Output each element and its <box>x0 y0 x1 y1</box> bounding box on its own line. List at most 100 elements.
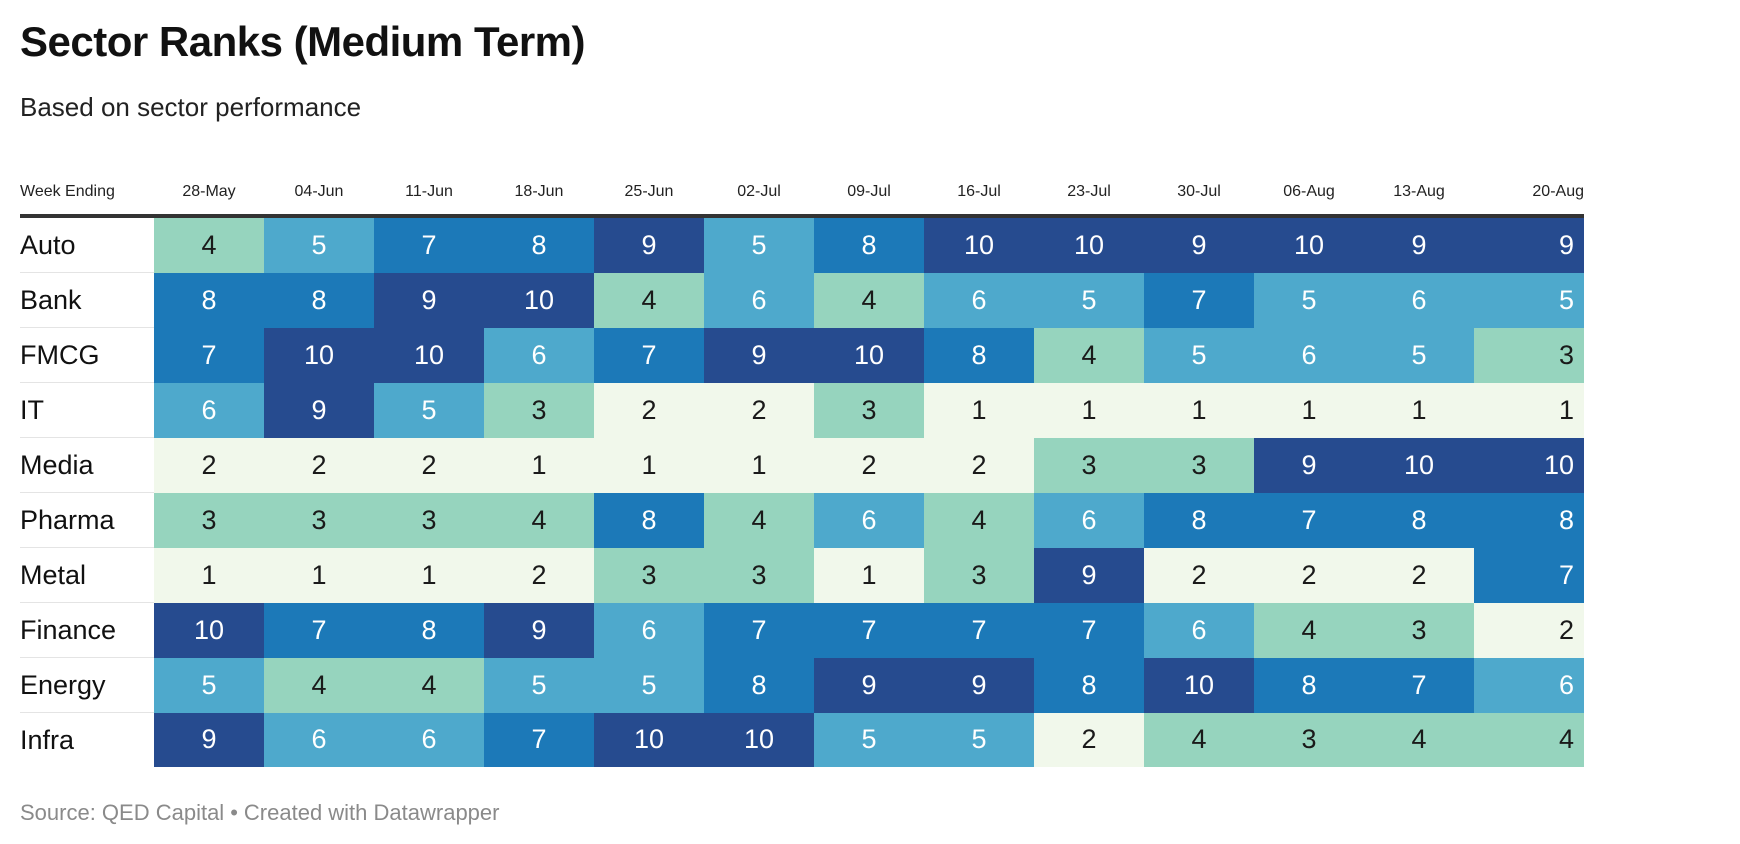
heatmap-cell: 10 <box>1254 216 1364 273</box>
heatmap-cell: 10 <box>264 327 374 383</box>
column-header: 11-Jun <box>405 183 453 200</box>
heatmap-cell: 4 <box>484 492 594 548</box>
heatmap-cell: 6 <box>814 492 924 548</box>
heatmap-cell: 8 <box>484 216 594 273</box>
heatmap-cell: 5 <box>814 712 924 767</box>
heatmap-cell: 6 <box>704 272 814 328</box>
heatmap-body: Auto 4 5 7 8 9 5 8 10 10 9 10 9 9 Bank 8 8 9 10 4 6 4 6 5 7 5 6 5 FM… <box>20 216 1584 767</box>
heatmap-cell: 10 <box>374 327 484 383</box>
row-header-label: Week Ending <box>20 183 115 200</box>
heatmap-cell: 3 <box>1144 437 1254 493</box>
column-header: 18-Jun <box>514 183 564 200</box>
heatmap-cell: 1 <box>704 437 814 493</box>
row-label: IT <box>20 382 154 438</box>
row-label: Pharma <box>20 492 154 548</box>
heatmap-cell: 3 <box>484 382 594 438</box>
heatmap-cell: 9 <box>594 216 704 273</box>
chart-footer: Source: QED Capital • Created with Datawra… <box>20 800 499 826</box>
chart-title: Sector Ranks (Medium Term) <box>20 18 586 65</box>
heatmap-cell: 5 <box>1474 272 1584 328</box>
column-header: 06-Aug <box>1283 183 1335 200</box>
chart-subtitle: Based on sector performance <box>20 92 362 122</box>
heatmap-cell: 2 <box>594 382 704 438</box>
heatmap-cell: 1 <box>1034 382 1144 438</box>
heatmap-cell: 1 <box>374 547 484 603</box>
credit-note: Created with Datawrapper <box>243 800 500 825</box>
heatmap-cell: 3 <box>154 492 264 548</box>
heatmap-cell: 8 <box>1254 657 1364 713</box>
heatmap-cell: 6 <box>1144 602 1254 658</box>
heatmap-cell: 8 <box>1364 492 1474 548</box>
heatmap-cell: 10 <box>1034 216 1144 273</box>
heatmap-cell: 7 <box>1144 272 1254 328</box>
column-header: 25-Jun <box>624 183 674 200</box>
heatmap-cell: 2 <box>704 382 814 438</box>
heatmap-cell: 2 <box>814 437 924 493</box>
heatmap-cell: 2 <box>1364 547 1474 603</box>
heatmap-cell: 7 <box>1034 602 1144 658</box>
heatmap-cell: 9 <box>814 657 924 713</box>
heatmap-cell: 1 <box>924 382 1034 438</box>
heatmap-cell: 6 <box>1034 492 1144 548</box>
footer-separator: • <box>230 800 238 825</box>
source-note: Source: QED Capital <box>20 800 225 825</box>
heatmap-cell: 6 <box>1254 327 1364 383</box>
heatmap-cell: 7 <box>154 327 264 383</box>
heatmap-cell: 10 <box>924 216 1034 273</box>
heatmap-cell: 6 <box>594 602 704 658</box>
heatmap-cell: 5 <box>924 712 1034 767</box>
heatmap-cell: 6 <box>154 382 264 438</box>
table-row: Metal 1 1 1 2 3 3 1 3 9 2 2 2 7 <box>20 547 1584 603</box>
heatmap-cell: 7 <box>594 327 704 383</box>
heatmap-cell: 5 <box>704 216 814 273</box>
heatmap-cell: 6 <box>264 712 374 767</box>
sector-rank-heatmap: Week Ending 28-May 04-Jun 11-Jun 18-Jun 25-J… <box>20 170 1584 767</box>
column-header: 02-Jul <box>737 183 781 200</box>
heatmap-cell: 6 <box>1364 272 1474 328</box>
column-header: 04-Jun <box>294 183 344 200</box>
row-label: Finance <box>20 602 154 658</box>
heatmap-cell: 7 <box>924 602 1034 658</box>
heatmap-cell: 3 <box>814 382 924 438</box>
column-header-row: Week Ending 28-May 04-Jun 11-Jun 18-Jun 25-J… <box>20 170 1584 216</box>
heatmap-cell: 5 <box>1144 327 1254 383</box>
heatmap-cell: 4 <box>1144 712 1254 767</box>
heatmap-cell: 1 <box>484 437 594 493</box>
heatmap-cell: 2 <box>264 437 374 493</box>
heatmap-cell: 5 <box>594 657 704 713</box>
heatmap-cell: 9 <box>1144 216 1254 273</box>
heatmap-cell: 7 <box>814 602 924 658</box>
heatmap-cell: 6 <box>484 327 594 383</box>
heatmap-cell: 9 <box>1364 216 1474 273</box>
heatmap-cell: 3 <box>1254 712 1364 767</box>
heatmap-cell: 4 <box>704 492 814 548</box>
heatmap-cell: 5 <box>1364 327 1474 383</box>
heatmap-cell: 9 <box>264 382 374 438</box>
heatmap-cell: 8 <box>1034 657 1144 713</box>
table-row: FMCG 7 10 10 6 7 9 10 8 4 5 6 5 3 <box>20 327 1584 383</box>
table-row: Finance 10 7 8 9 6 7 7 7 7 6 4 3 2 <box>20 602 1584 658</box>
row-label: FMCG <box>20 327 154 383</box>
heatmap-cell: 4 <box>154 216 264 273</box>
heatmap-cell: 2 <box>1474 602 1584 658</box>
table-row: IT 6 9 5 3 2 2 3 1 1 1 1 1 1 <box>20 382 1584 438</box>
heatmap-cell: 2 <box>484 547 594 603</box>
heatmap-cell: 9 <box>484 602 594 658</box>
heatmap-cell: 5 <box>374 382 484 438</box>
heatmap-cell: 7 <box>1254 492 1364 548</box>
heatmap-cell: 8 <box>594 492 704 548</box>
heatmap-cell: 3 <box>1364 602 1474 658</box>
heatmap-cell: 2 <box>1034 712 1144 767</box>
heatmap-cell: 3 <box>1034 437 1144 493</box>
row-label: Energy <box>20 657 154 713</box>
heatmap-cell: 2 <box>924 437 1034 493</box>
heatmap-cell: 8 <box>374 602 484 658</box>
heatmap-cell: 7 <box>1364 657 1474 713</box>
table-row: Bank 8 8 9 10 4 6 4 6 5 7 5 6 5 <box>20 272 1584 328</box>
heatmap-cell: 9 <box>374 272 484 328</box>
heatmap-cell: 3 <box>374 492 484 548</box>
heatmap-cell: 1 <box>154 547 264 603</box>
heatmap-cell: 8 <box>704 657 814 713</box>
column-header: 09-Jul <box>847 183 891 200</box>
column-header: 30-Jul <box>1177 183 1221 200</box>
